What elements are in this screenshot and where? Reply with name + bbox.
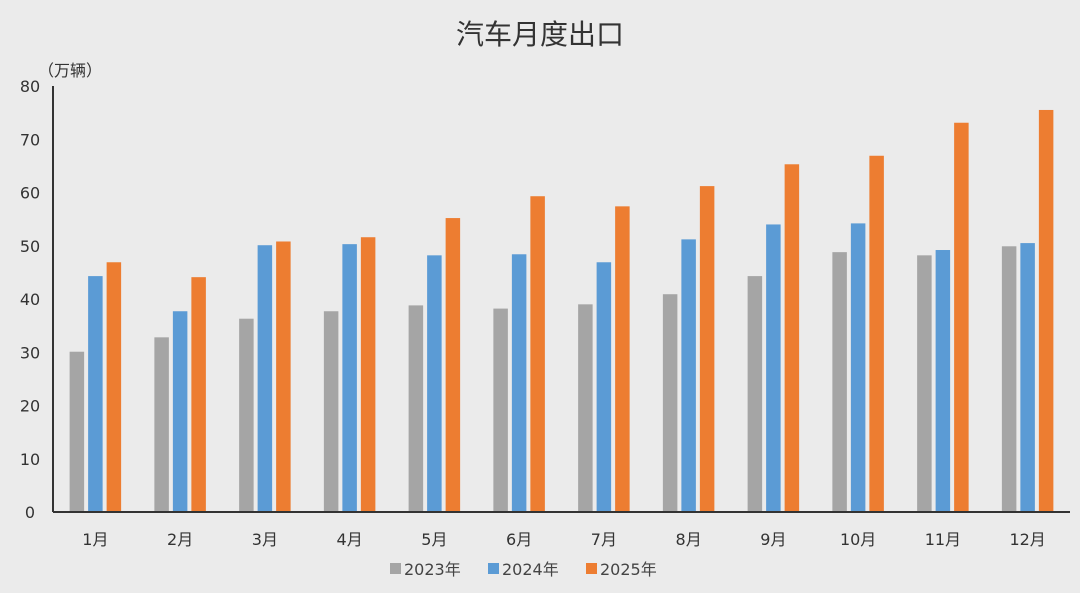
legend-label: 2024年 xyxy=(502,560,559,579)
y-tick-label: 20 xyxy=(20,397,40,416)
x-tick-label: 4月 xyxy=(337,530,363,549)
y-tick-label: 60 xyxy=(20,184,40,203)
bar-2023年-2月 xyxy=(154,337,169,512)
y-tick-label: 70 xyxy=(20,130,40,149)
x-tick-label: 2月 xyxy=(167,530,193,549)
bar-2024年-9月 xyxy=(766,224,781,512)
bar-2023年-5月 xyxy=(408,305,424,512)
bar-2025年-3月 xyxy=(276,241,291,513)
bar-2024年-3月 xyxy=(257,245,273,512)
bar-2025年-4月 xyxy=(360,237,376,513)
x-tick-label: 6月 xyxy=(506,530,532,549)
bar-2025年-9月 xyxy=(784,164,800,512)
bar-2025年-6月 xyxy=(530,196,545,513)
x-tick-label: 8月 xyxy=(676,530,702,549)
y-tick-label: 50 xyxy=(20,237,40,256)
bar-2023年-4月 xyxy=(323,311,339,512)
x-tick-label: 12月 xyxy=(1009,530,1045,549)
bar-2024年-11月 xyxy=(935,250,951,512)
y-tick-label: 80 xyxy=(20,77,40,96)
y-axis-unit-label: （万辆） xyxy=(38,61,102,80)
bar-2024年-5月 xyxy=(427,255,442,512)
bar-2024年-2月 xyxy=(172,311,188,512)
y-tick-label: 30 xyxy=(20,343,40,362)
bar-2023年-10月 xyxy=(832,252,847,512)
bar-2024年-1月 xyxy=(88,276,103,512)
bar-2023年-11月 xyxy=(917,255,932,512)
x-tick-label: 11月 xyxy=(925,530,961,549)
x-tick-label: 7月 xyxy=(591,530,617,549)
bar-2024年-6月 xyxy=(511,254,527,512)
legend-swatch xyxy=(390,563,401,574)
legend-label: 2025年 xyxy=(600,560,657,579)
bar-2023年-6月 xyxy=(493,308,508,512)
legend: 2023年 2024年 2025年 xyxy=(390,560,657,579)
bar-2024年-12月 xyxy=(1020,243,1035,512)
x-tick-label: 9月 xyxy=(760,530,786,549)
x-tick-label: 1月 xyxy=(82,530,108,549)
legend-label: 2023年 xyxy=(404,560,461,579)
bar-2023年-3月 xyxy=(239,318,254,512)
bar-2023年-9月 xyxy=(747,276,763,512)
bar-2025年-12月 xyxy=(1038,109,1054,513)
legend-swatch xyxy=(488,563,499,574)
bar-2025年-8月 xyxy=(699,186,715,513)
bar-2023年-7月 xyxy=(578,304,593,512)
legend-swatch xyxy=(586,563,597,574)
y-tick-label: 40 xyxy=(20,290,40,309)
bar-2025年-2月 xyxy=(191,277,206,512)
bar-2024年-4月 xyxy=(342,244,357,512)
bar-2023年-1月 xyxy=(69,351,85,512)
x-tick-label: 10月 xyxy=(840,530,876,549)
bar-2024年-7月 xyxy=(596,262,612,512)
bar-2025年-5月 xyxy=(445,218,461,512)
bar-2023年-8月 xyxy=(662,294,678,512)
chart-title: 汽车月度出口 xyxy=(456,18,624,51)
bar-2025年-11月 xyxy=(954,122,969,513)
x-tick-label: 3月 xyxy=(252,530,278,549)
bar-2024年-10月 xyxy=(850,223,866,512)
y-tick-label: 10 xyxy=(20,450,40,469)
bar-2024年-8月 xyxy=(681,239,696,513)
bar-2025年-1月 xyxy=(106,262,122,512)
bar-2025年-7月 xyxy=(615,206,630,512)
y-tick-label: 0 xyxy=(25,503,35,522)
bar-2023年-12月 xyxy=(1001,246,1017,512)
x-tick-label: 5月 xyxy=(421,530,447,549)
bar-2025年-10月 xyxy=(869,155,884,512)
